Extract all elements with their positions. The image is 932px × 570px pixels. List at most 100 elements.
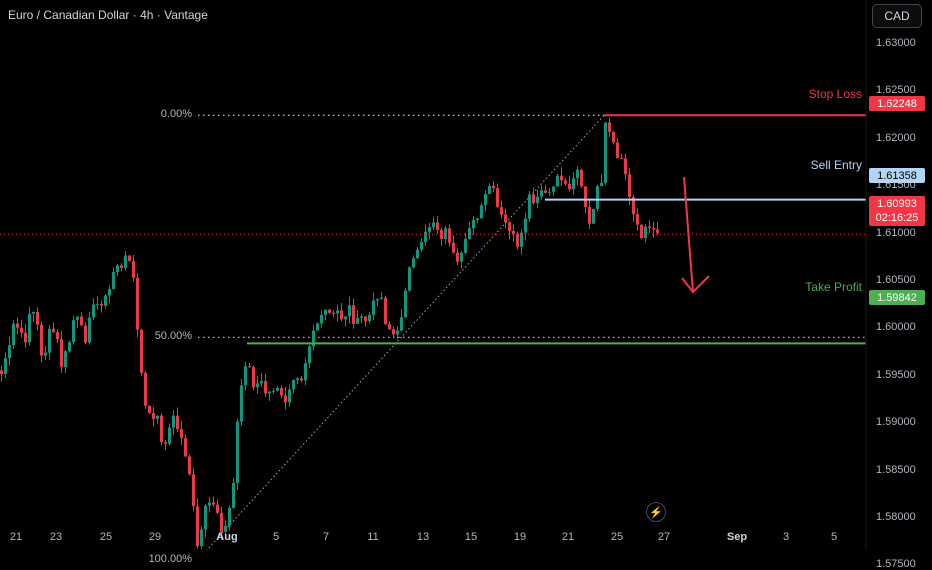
bullish-candle: [12, 323, 15, 346]
bearish-candle: [456, 252, 459, 262]
bullish-candle: [460, 252, 463, 262]
bearish-candle: [84, 325, 87, 343]
bullish-candle: [4, 358, 7, 375]
bullish-candle: [548, 191, 551, 193]
price-chart[interactable]: [0, 0, 932, 550]
bearish-candle: [132, 261, 135, 278]
bullish-candle: [72, 320, 75, 343]
bullish-candle: [368, 314, 371, 322]
bearish-candle: [216, 504, 219, 513]
bullish-candle: [28, 313, 31, 343]
bearish-candle: [332, 312, 335, 314]
bullish-candle: [380, 297, 383, 300]
fibonacci-retracement: [198, 114, 866, 550]
fib-trend-line: [206, 114, 605, 550]
bearish-candle: [656, 229, 659, 233]
bearish-candle: [512, 230, 515, 234]
bearish-candle: [492, 185, 495, 189]
bearish-candle: [516, 233, 519, 247]
take-profit-price-tag: 1.59842: [869, 290, 925, 305]
time-axis-label: 29: [148, 531, 162, 543]
bearish-candle: [252, 366, 255, 388]
bearish-candle: [640, 224, 643, 239]
bearish-candle: [196, 506, 199, 547]
bullish-candle: [48, 328, 51, 353]
bearish-candle: [500, 207, 503, 215]
bearish-candle: [388, 324, 391, 330]
fib-level-label: 50.00%: [154, 330, 192, 343]
bearish-candle: [436, 222, 439, 230]
bar-countdown: 02:16:25: [875, 212, 919, 224]
bullish-candle: [556, 175, 559, 187]
bullish-candle: [260, 381, 263, 384]
bearish-candle: [440, 229, 443, 239]
bullish-candle: [116, 265, 119, 273]
bearish-candle: [264, 381, 267, 394]
time-axis-label: 15: [464, 531, 478, 543]
bearish-candle: [624, 158, 627, 175]
bullish-candle: [468, 228, 471, 239]
bullish-candle: [396, 330, 399, 335]
currency-button[interactable]: CAD: [872, 4, 922, 28]
price-axis-label: 1.63000: [876, 37, 916, 49]
bearish-candle: [100, 303, 103, 306]
bullish-candle: [88, 317, 91, 343]
bullish-candle: [552, 186, 555, 192]
bearish-candle: [508, 222, 511, 231]
bullish-candle: [476, 218, 479, 220]
bearish-candle: [392, 329, 395, 335]
fib-level-label: 100.00%: [148, 552, 192, 565]
bullish-candle: [64, 351, 67, 368]
bearish-candle: [40, 324, 43, 356]
bearish-candle: [652, 228, 655, 230]
bullish-candle: [644, 226, 647, 239]
time-axis-label: 25: [610, 531, 624, 543]
time-axis-label: 3: [782, 531, 790, 543]
price-axis-label: 1.59000: [876, 416, 916, 429]
bullish-candle: [68, 342, 71, 352]
lightning-icon[interactable]: ⚡: [646, 502, 666, 522]
bearish-candle: [560, 175, 563, 181]
bearish-candle: [144, 372, 147, 406]
trade-levels: [0, 114, 866, 345]
take-profit-label: Take Profit: [805, 280, 862, 294]
bullish-candle: [232, 482, 235, 508]
time-axis-label: 19: [513, 531, 527, 543]
price-axis-label: 1.61000: [876, 226, 916, 239]
price-axis-label: 1.62500: [876, 84, 916, 97]
bearish-candle: [580, 169, 583, 187]
bearish-candle: [632, 196, 635, 215]
bearish-candle: [60, 339, 63, 368]
bearish-candle: [56, 332, 59, 340]
bullish-candle: [108, 288, 111, 296]
bearish-candle: [164, 442, 167, 444]
stop-loss-label: Stop Loss: [808, 87, 862, 101]
bearish-candle: [280, 388, 283, 396]
bullish-candle: [428, 227, 431, 232]
bullish-candle: [304, 363, 307, 381]
bearish-candle: [52, 328, 55, 333]
bullish-candle: [536, 196, 539, 204]
bullish-candle: [224, 525, 227, 532]
time-axis-label: 11: [367, 531, 379, 543]
bullish-candle: [228, 507, 231, 526]
bearish-candle: [564, 180, 567, 184]
bullish-candle: [244, 366, 247, 386]
current-price-tag: 1.60993 02:16:25: [869, 196, 925, 226]
bullish-candle: [32, 311, 35, 314]
bullish-candle: [292, 379, 295, 390]
bearish-candle: [532, 194, 535, 204]
bullish-candle: [484, 194, 487, 206]
time-axis-label: 5: [830, 531, 838, 543]
bullish-candle: [472, 219, 475, 229]
bullish-candle: [596, 186, 599, 209]
bullish-candle: [464, 238, 467, 253]
bullish-candle: [404, 290, 407, 318]
bearish-candle: [568, 183, 571, 190]
bullish-candle: [520, 232, 523, 247]
bullish-candle: [372, 300, 375, 315]
bearish-candle: [128, 255, 131, 262]
bullish-candle: [124, 255, 127, 268]
bearish-candle: [612, 131, 615, 143]
bearish-candle: [384, 297, 387, 325]
